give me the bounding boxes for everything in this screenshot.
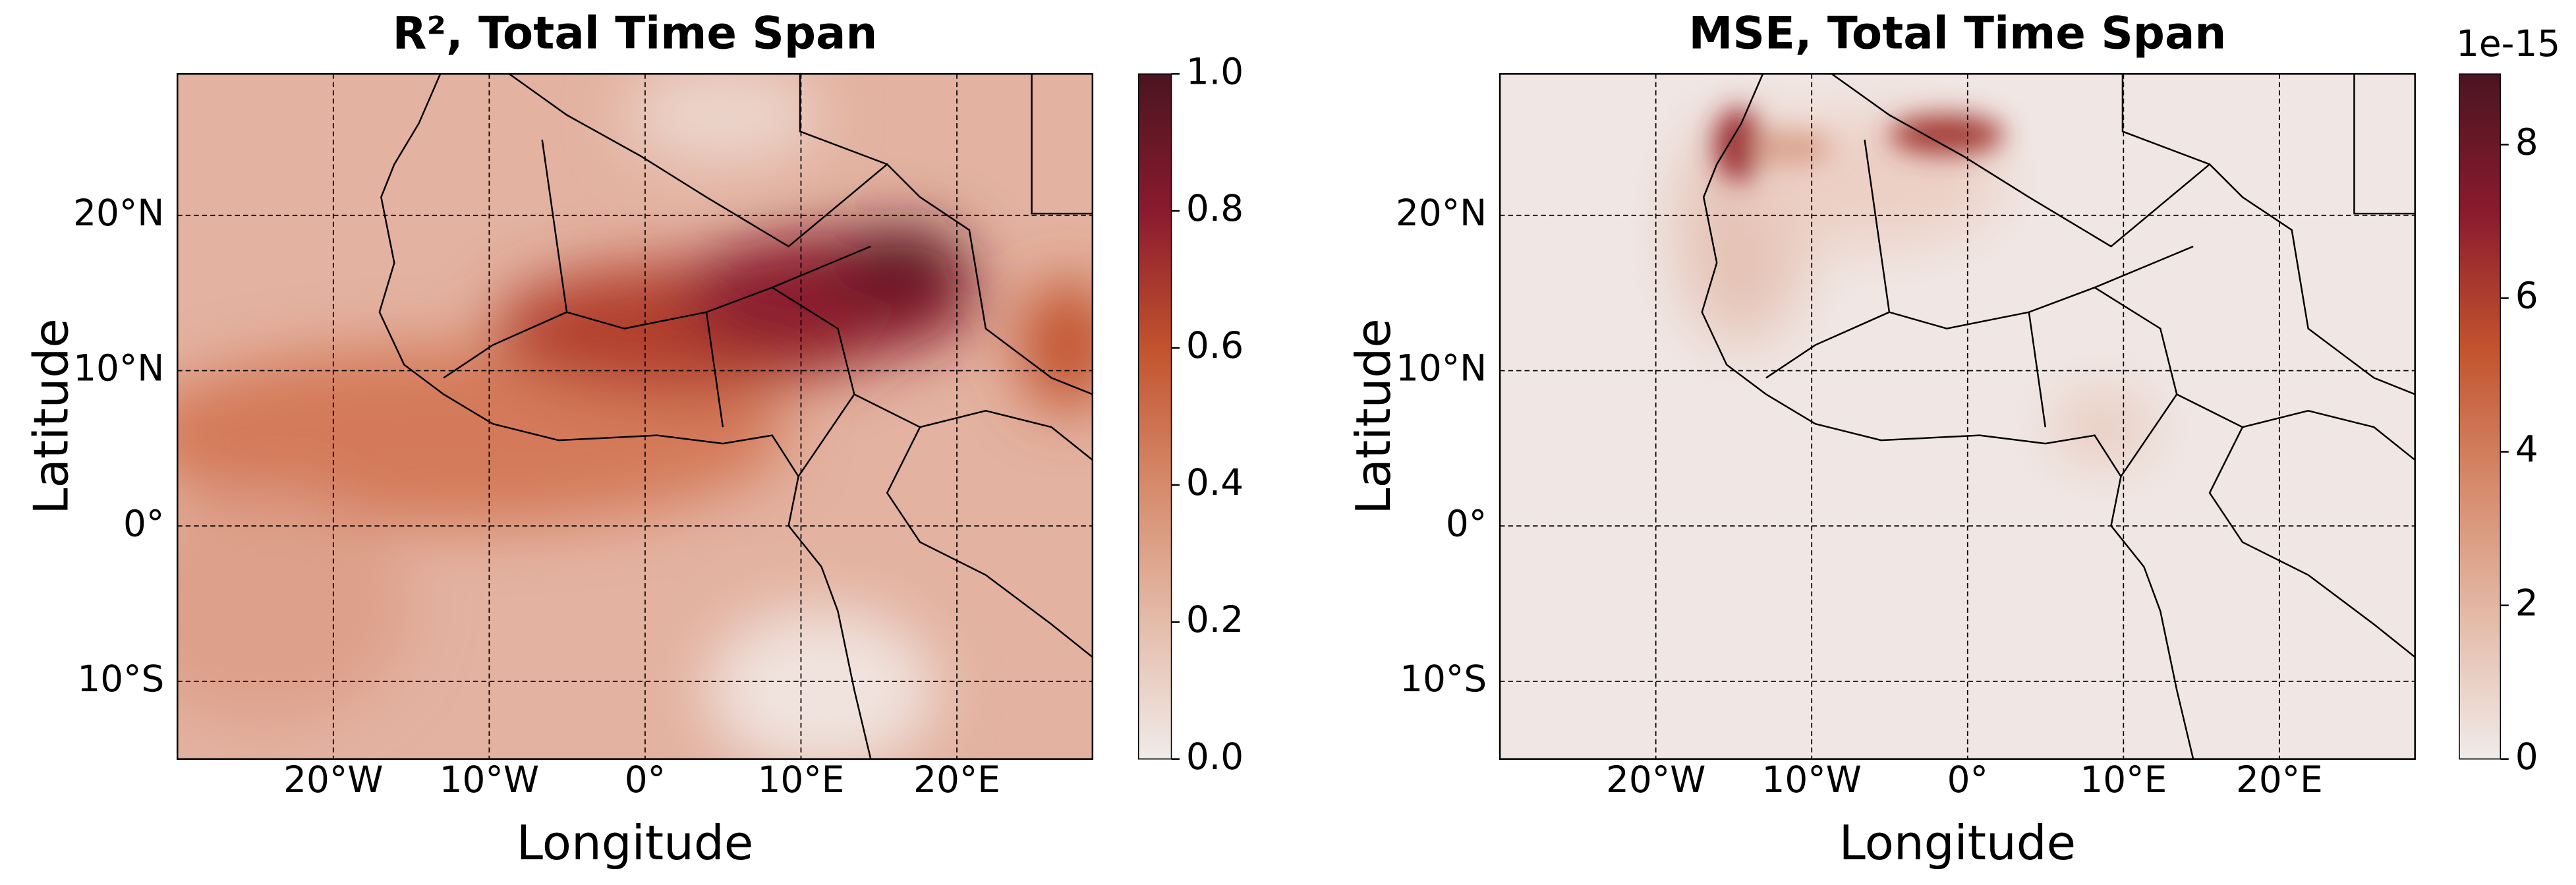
x-axis-label: Longitude xyxy=(1839,816,2076,871)
x-tick-label: 10°W xyxy=(1762,758,1862,801)
y-tick-label: 10°S xyxy=(1400,658,1487,700)
y-axis-label: Latitude xyxy=(1346,318,1402,514)
colorbar-tick-label: 0 xyxy=(2515,735,2538,778)
colorbar-tick-label: 0.8 xyxy=(1186,187,1244,229)
x-tick-label: 20°W xyxy=(1606,758,1705,801)
map-frame xyxy=(1499,72,2416,760)
y-tick-label: 20°N xyxy=(1396,192,1487,234)
heatmap xyxy=(177,74,1093,759)
heatmap xyxy=(1500,74,2415,759)
colorbar xyxy=(2459,73,2502,760)
colorbar-tick-label: 0.6 xyxy=(1186,324,1244,366)
colorbar-tick-label: 4 xyxy=(2515,428,2538,471)
panel-title: R², Total Time Span xyxy=(393,7,878,59)
y-tick-label: 20°N xyxy=(73,192,164,234)
y-tick-label: 0° xyxy=(1446,502,1487,544)
y-tick-label: 10°N xyxy=(1396,347,1487,389)
colorbar-tick-label: 6 xyxy=(2515,275,2538,317)
x-tick-label: 0° xyxy=(625,758,666,801)
x-tick-label: 20°E xyxy=(2236,758,2323,801)
x-tick-label: 10°E xyxy=(758,758,845,801)
y-tick-label: 0° xyxy=(123,502,164,544)
x-tick-label: 0° xyxy=(1947,758,1988,801)
colorbar-tick-label: 8 xyxy=(2515,121,2538,163)
x-axis-label: Longitude xyxy=(517,816,754,871)
colorbar xyxy=(1137,73,1172,760)
colorbar-tick-label: 1.0 xyxy=(1186,50,1244,92)
colorbar-offset: 1e-15 xyxy=(2456,22,2560,65)
y-axis-label: Latitude xyxy=(24,318,79,514)
colorbar-tick-label: 0.2 xyxy=(1186,598,1244,641)
x-tick-label: 10°W xyxy=(440,758,539,801)
y-tick-label: 10°S xyxy=(77,658,164,700)
y-tick-label: 10°N xyxy=(73,347,164,389)
x-tick-label: 20°W xyxy=(283,758,383,801)
x-tick-label: 10°E xyxy=(2080,758,2167,801)
panel-title: MSE, Total Time Span xyxy=(1688,7,2226,59)
colorbar-tick-label: 2 xyxy=(2515,582,2538,624)
map-frame xyxy=(176,72,1094,760)
colorbar-tick-label: 0.0 xyxy=(1186,735,1244,778)
colorbar-tick-label: 0.4 xyxy=(1186,461,1244,503)
x-tick-label: 20°E xyxy=(913,758,1000,801)
